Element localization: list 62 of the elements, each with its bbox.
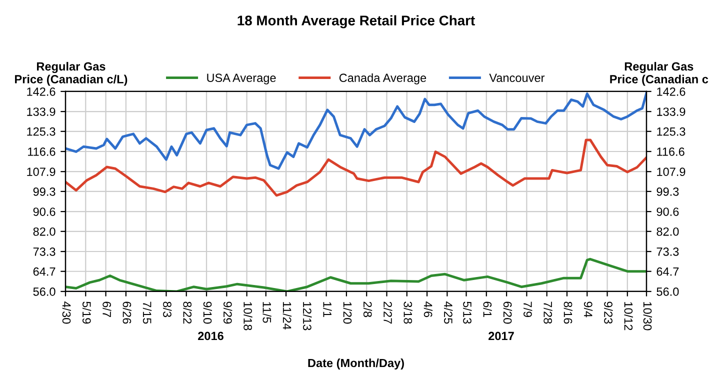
y2-tick-label: 116.6 bbox=[657, 148, 684, 156]
y-tick-label: 107.9 bbox=[27, 168, 56, 176]
y2-axis-title: Regular Gas Price (Canadian c bbox=[610, 62, 708, 86]
y2-tick-label: 142.6 bbox=[657, 87, 686, 96]
y2-tick-label: 64.7 bbox=[656, 267, 679, 276]
x-tick-label: 6/20 bbox=[503, 302, 512, 324]
y-tick-label: 82.0 bbox=[33, 227, 56, 236]
x-tick-label: 8/3 bbox=[163, 302, 172, 318]
text: 2016 bbox=[198, 332, 224, 340]
y-tick-label: 64.7 bbox=[33, 267, 56, 276]
x-tick-label: 12/13 bbox=[303, 302, 312, 330]
x-tick-label: 10/12 bbox=[624, 302, 633, 330]
x-tick-label: 2/27 bbox=[384, 302, 392, 324]
x-tick-label: 8/22 bbox=[183, 302, 192, 324]
y-tick-label: 133.9 bbox=[27, 108, 56, 116]
x-tick-label: 2/8 bbox=[363, 302, 372, 318]
y2-tick-label: 125.3 bbox=[657, 127, 686, 136]
x-tick-label: 1/20 bbox=[343, 302, 352, 324]
y2-tick-label: 82.0 bbox=[656, 227, 679, 236]
x-tick-label: 5/19 bbox=[82, 302, 92, 324]
y-tick-label: 73.3 bbox=[33, 248, 56, 256]
x-tick-label: 4/25 bbox=[444, 301, 453, 324]
y2-tick-label: 90.6 bbox=[656, 208, 679, 216]
x-tick-label: 7/9 bbox=[524, 302, 532, 318]
x-tick-label: 6/1 bbox=[483, 302, 492, 318]
x-tick-label: 3/18 bbox=[404, 302, 412, 324]
x-tick-label: 9/29 bbox=[223, 302, 232, 324]
legend-label: Vancouver bbox=[489, 74, 545, 82]
x-axis-title: Date (Month/Day) bbox=[308, 358, 404, 370]
x-tick-label: 9/10 bbox=[203, 302, 212, 324]
x-tick-label: 11/24 bbox=[282, 302, 292, 330]
x-tick-label: 4/30 bbox=[62, 301, 72, 324]
x-tick-label: 8/16 bbox=[564, 302, 572, 324]
y2-tick-label: 107.9 bbox=[657, 168, 686, 176]
chart-title: 18 Month Average Retail Price Chart bbox=[238, 15, 475, 28]
line-series bbox=[66, 138, 646, 197]
x-tick-label: 1/1 bbox=[323, 302, 332, 318]
legend-label: USA Average bbox=[207, 74, 276, 84]
y2-tick-label: 99.3 bbox=[656, 187, 679, 196]
y-axis-title: Regular Gas Price (Canadian c/L) bbox=[15, 62, 128, 86]
y-tick-label: 99.3 bbox=[33, 187, 56, 196]
x-tick-label: 7/15 bbox=[142, 302, 152, 324]
y-tick-label: 116.6 bbox=[28, 148, 56, 156]
y-tick-label: 125.3 bbox=[27, 127, 56, 136]
text: 2017 bbox=[488, 332, 514, 340]
y-tick-label: 90.6 bbox=[33, 208, 56, 216]
x-tick-label: 9/23 bbox=[604, 302, 613, 324]
x-tick-label: 4/6 bbox=[424, 301, 433, 318]
x-tick-label: 5/13 bbox=[463, 302, 472, 324]
y-tick-label: 142.6 bbox=[27, 87, 56, 96]
x-tick-label: 9/4 bbox=[584, 302, 593, 318]
x-tick-label: 10/18 bbox=[244, 302, 252, 330]
x-tick-label: 11/5 bbox=[262, 302, 272, 323]
x-tick-label: 6/7 bbox=[102, 302, 112, 318]
x-tick-label: 7/28 bbox=[544, 302, 552, 324]
x-tick-label: 6/26 bbox=[122, 302, 132, 324]
y2-tick-label: 133.9 bbox=[657, 108, 686, 116]
y2-tick-label: 56.0 bbox=[656, 288, 679, 296]
x-tick-label: 10/30 bbox=[643, 302, 652, 330]
y-tick-label: 56.0 bbox=[33, 288, 56, 296]
legend-label: Canada Average bbox=[339, 73, 426, 84]
y2-tick-label: 73.3 bbox=[656, 248, 679, 256]
